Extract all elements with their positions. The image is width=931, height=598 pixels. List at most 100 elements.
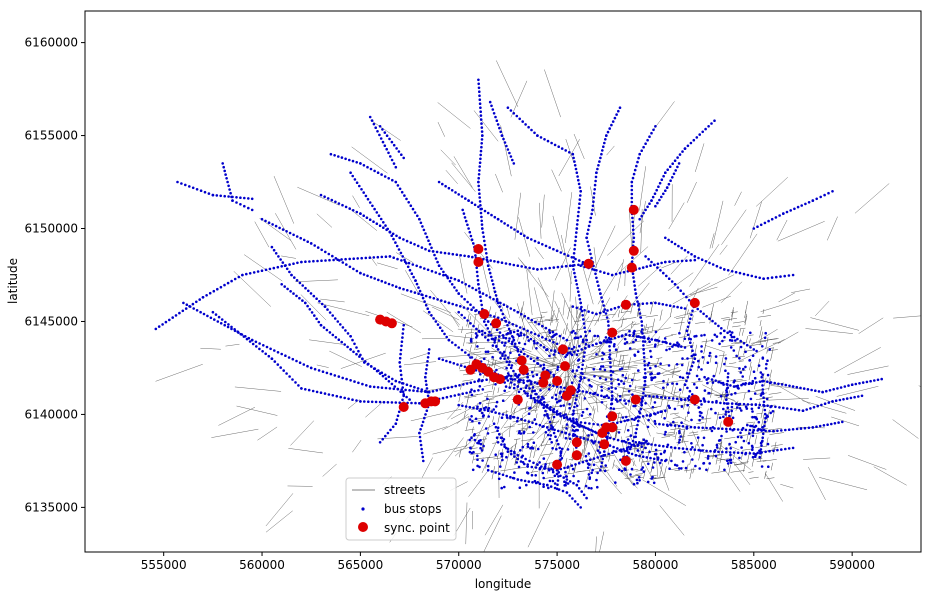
bus-stop [373,277,377,280]
bus-stop [770,217,774,221]
bus-stop [426,307,430,311]
bus-stop [526,463,529,466]
bus-stop [174,314,178,317]
bus-stop [465,391,468,395]
street-segment [696,438,699,446]
bus-stop [667,404,670,408]
bus-stop [831,400,834,403]
street-segment [669,412,679,415]
street-segment [515,381,520,395]
bus-stop [313,367,317,371]
bus-stop [670,280,674,283]
street-segment [574,320,582,322]
bus-stop [219,322,223,325]
street-segment [484,504,504,536]
street-segment [719,360,723,375]
bus-stop [694,464,697,468]
bus-stop [479,106,482,109]
street-segment [422,310,454,333]
bus-stop [681,357,684,360]
street-segment [506,357,518,360]
street-segment [687,309,689,315]
bus-stop [479,149,483,153]
bus-stop [496,441,500,444]
bus-stop [499,465,502,468]
bus-stop [778,406,781,409]
bus-stop [344,329,347,332]
bus-stop [544,337,548,341]
street-segment [538,202,542,239]
bus-stop [496,429,499,433]
bus-stop [472,434,476,437]
bus-stop [642,335,646,339]
bus-stop [621,416,625,419]
bus-stop [582,436,585,440]
bus-stop [368,385,372,388]
bus-stop [595,276,598,280]
street-segment [410,408,462,422]
bus-stop [394,379,398,383]
bus-stop [587,310,590,313]
bus-stop [469,446,472,450]
bus-stop [724,413,727,416]
bus-stop [526,471,529,474]
bus-stop [470,393,474,397]
bus-stop [385,134,389,137]
bus-stop [702,312,705,316]
bus-stop [591,311,594,315]
bus-stop [632,276,635,279]
bus-stop [487,333,491,337]
bus-stop [620,450,623,453]
bus-stop [628,329,631,333]
bus-stop [576,175,579,178]
bus-stop [359,162,362,165]
bus-stop [503,443,506,446]
bus-stop [577,290,580,294]
bus-stop [768,348,771,351]
bus-stop [404,388,407,392]
sync-point [607,327,618,338]
bus-stop [256,270,260,273]
bus-stop [415,264,419,268]
bus-stop [760,380,764,383]
bus-stop [722,383,725,386]
bus-stop [854,382,858,386]
bus-stop [515,114,519,118]
bus-stop [713,333,717,337]
bus-stop [395,418,399,422]
bus-stop [649,456,652,460]
bus-stop [764,450,767,454]
bus-stop [464,219,468,223]
bus-stop [680,345,683,348]
bus-stop [630,378,634,382]
bus-stop [643,360,646,363]
bus-stop [301,299,304,302]
street-segment [646,344,653,346]
bus-stop [605,340,609,344]
bus-stop [478,98,482,101]
bus-stop [612,449,615,453]
bus-stop [513,450,516,454]
bus-stop [651,466,655,469]
street-segment [616,360,625,362]
bus-stop [608,353,612,356]
bus-stop [416,214,419,218]
bus-stop [533,479,537,483]
sync-point [538,377,549,388]
bus-stop [537,241,540,244]
bus-stop [729,447,732,450]
street-segment [600,455,615,458]
bus-stop [664,189,667,192]
street-segment [555,442,558,449]
bus-stop [617,431,621,434]
bus-stop [488,271,492,275]
bus-stop [671,162,674,165]
street-segment [582,265,594,305]
bus-stop [411,263,415,266]
bus-stop [811,426,815,429]
bus-stop [498,305,502,308]
bus-stop [318,300,321,303]
bus-stop [689,425,693,429]
bus-stop [616,421,619,425]
bus-stop [376,255,380,259]
